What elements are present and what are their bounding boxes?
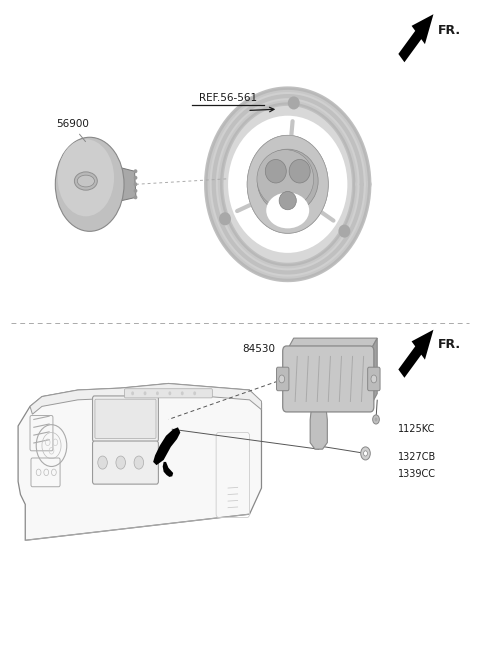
Text: 1339CC: 1339CC bbox=[397, 469, 435, 480]
Circle shape bbox=[134, 456, 144, 469]
FancyBboxPatch shape bbox=[95, 400, 156, 438]
Ellipse shape bbox=[257, 149, 318, 213]
Ellipse shape bbox=[133, 189, 137, 193]
Polygon shape bbox=[370, 338, 377, 407]
Polygon shape bbox=[163, 462, 173, 477]
Circle shape bbox=[279, 375, 285, 383]
Ellipse shape bbox=[228, 115, 348, 253]
Text: 1125KC: 1125KC bbox=[397, 424, 435, 434]
Polygon shape bbox=[398, 14, 433, 62]
Polygon shape bbox=[310, 407, 327, 449]
Circle shape bbox=[168, 392, 171, 396]
Ellipse shape bbox=[229, 117, 347, 251]
Ellipse shape bbox=[266, 192, 309, 228]
FancyBboxPatch shape bbox=[93, 396, 158, 441]
FancyBboxPatch shape bbox=[368, 367, 380, 391]
FancyBboxPatch shape bbox=[276, 367, 289, 391]
Ellipse shape bbox=[133, 176, 137, 180]
Circle shape bbox=[364, 451, 367, 456]
Polygon shape bbox=[153, 427, 180, 465]
Ellipse shape bbox=[279, 192, 296, 210]
Circle shape bbox=[374, 417, 377, 421]
Polygon shape bbox=[398, 330, 433, 378]
Ellipse shape bbox=[77, 175, 95, 187]
Circle shape bbox=[371, 375, 377, 383]
Text: FR.: FR. bbox=[438, 338, 461, 351]
Text: 1327CB: 1327CB bbox=[397, 453, 436, 462]
Ellipse shape bbox=[133, 169, 137, 173]
Ellipse shape bbox=[214, 96, 362, 272]
Text: 84530: 84530 bbox=[242, 344, 276, 354]
Text: FR.: FR. bbox=[438, 24, 461, 37]
Ellipse shape bbox=[74, 172, 97, 190]
Circle shape bbox=[58, 139, 114, 216]
Ellipse shape bbox=[247, 135, 328, 234]
Polygon shape bbox=[18, 384, 262, 541]
Circle shape bbox=[131, 392, 134, 396]
Circle shape bbox=[55, 137, 124, 232]
Circle shape bbox=[144, 392, 146, 396]
Circle shape bbox=[116, 456, 125, 469]
Ellipse shape bbox=[219, 213, 231, 225]
Circle shape bbox=[193, 392, 196, 396]
Polygon shape bbox=[287, 338, 377, 351]
Ellipse shape bbox=[133, 182, 137, 186]
Circle shape bbox=[361, 447, 370, 460]
Text: REF.56-561: REF.56-561 bbox=[199, 92, 257, 102]
Ellipse shape bbox=[265, 159, 286, 183]
FancyBboxPatch shape bbox=[283, 346, 374, 412]
Ellipse shape bbox=[288, 96, 300, 110]
Polygon shape bbox=[121, 168, 136, 201]
Ellipse shape bbox=[289, 159, 310, 183]
Circle shape bbox=[156, 392, 159, 396]
FancyBboxPatch shape bbox=[93, 441, 158, 484]
FancyBboxPatch shape bbox=[124, 389, 212, 398]
Ellipse shape bbox=[247, 135, 328, 234]
Text: 56900: 56900 bbox=[56, 119, 89, 129]
Ellipse shape bbox=[338, 224, 350, 237]
Ellipse shape bbox=[133, 195, 137, 199]
Ellipse shape bbox=[257, 150, 314, 209]
Circle shape bbox=[372, 415, 379, 424]
Circle shape bbox=[181, 392, 184, 396]
Circle shape bbox=[98, 456, 108, 469]
Polygon shape bbox=[30, 384, 262, 414]
